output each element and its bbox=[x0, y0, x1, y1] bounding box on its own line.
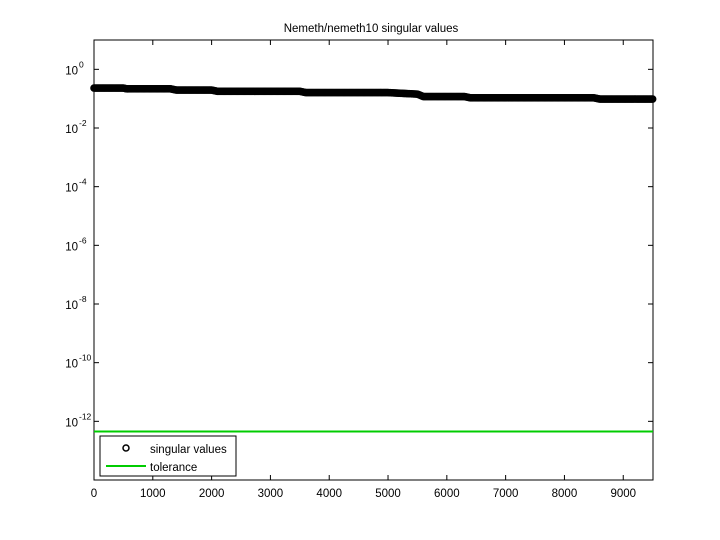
y-tick-label: 100 bbox=[65, 59, 84, 77]
singular-value-point bbox=[648, 95, 657, 103]
x-tick-label: 5000 bbox=[375, 488, 401, 500]
legend-label-singular-values: singular values bbox=[150, 444, 227, 456]
x-tick-label: 7000 bbox=[493, 488, 519, 500]
x-tick-label: 2000 bbox=[199, 488, 225, 500]
legend: singular values tolerance bbox=[99, 435, 237, 477]
legend-marker-singular-values bbox=[122, 444, 130, 452]
x-tick-label: 1000 bbox=[140, 488, 166, 500]
y-tick-label: 10-2 bbox=[65, 118, 87, 136]
y-tick-label: 10-8 bbox=[65, 294, 87, 312]
axis-ticks: 0 1000 2000 3000 4000 5000 6000 7000 8000 9000 100… bbox=[65, 40, 653, 500]
y-tick-label: 10-6 bbox=[65, 235, 87, 253]
x-tick-label: 9000 bbox=[610, 488, 636, 500]
y-tick-label: 10-12 bbox=[65, 411, 91, 429]
plot-frame bbox=[93, 39, 654, 481]
x-tick-label: 4000 bbox=[316, 488, 342, 500]
chart-title: Nemeth/nemeth10 singular values bbox=[284, 23, 459, 35]
data-layer bbox=[90, 84, 657, 433]
y-tick-label: 10-10 bbox=[65, 353, 91, 371]
singular-value-markers bbox=[90, 84, 657, 103]
x-tick-label: 6000 bbox=[434, 488, 460, 500]
x-tick-label: 8000 bbox=[552, 488, 578, 500]
y-tick-label: 10-4 bbox=[65, 177, 87, 195]
legend-label-tolerance: tolerance bbox=[150, 462, 197, 474]
x-tick-label: 0 bbox=[91, 488, 97, 500]
legend-box bbox=[99, 435, 237, 477]
x-tick-label: 3000 bbox=[258, 488, 284, 500]
